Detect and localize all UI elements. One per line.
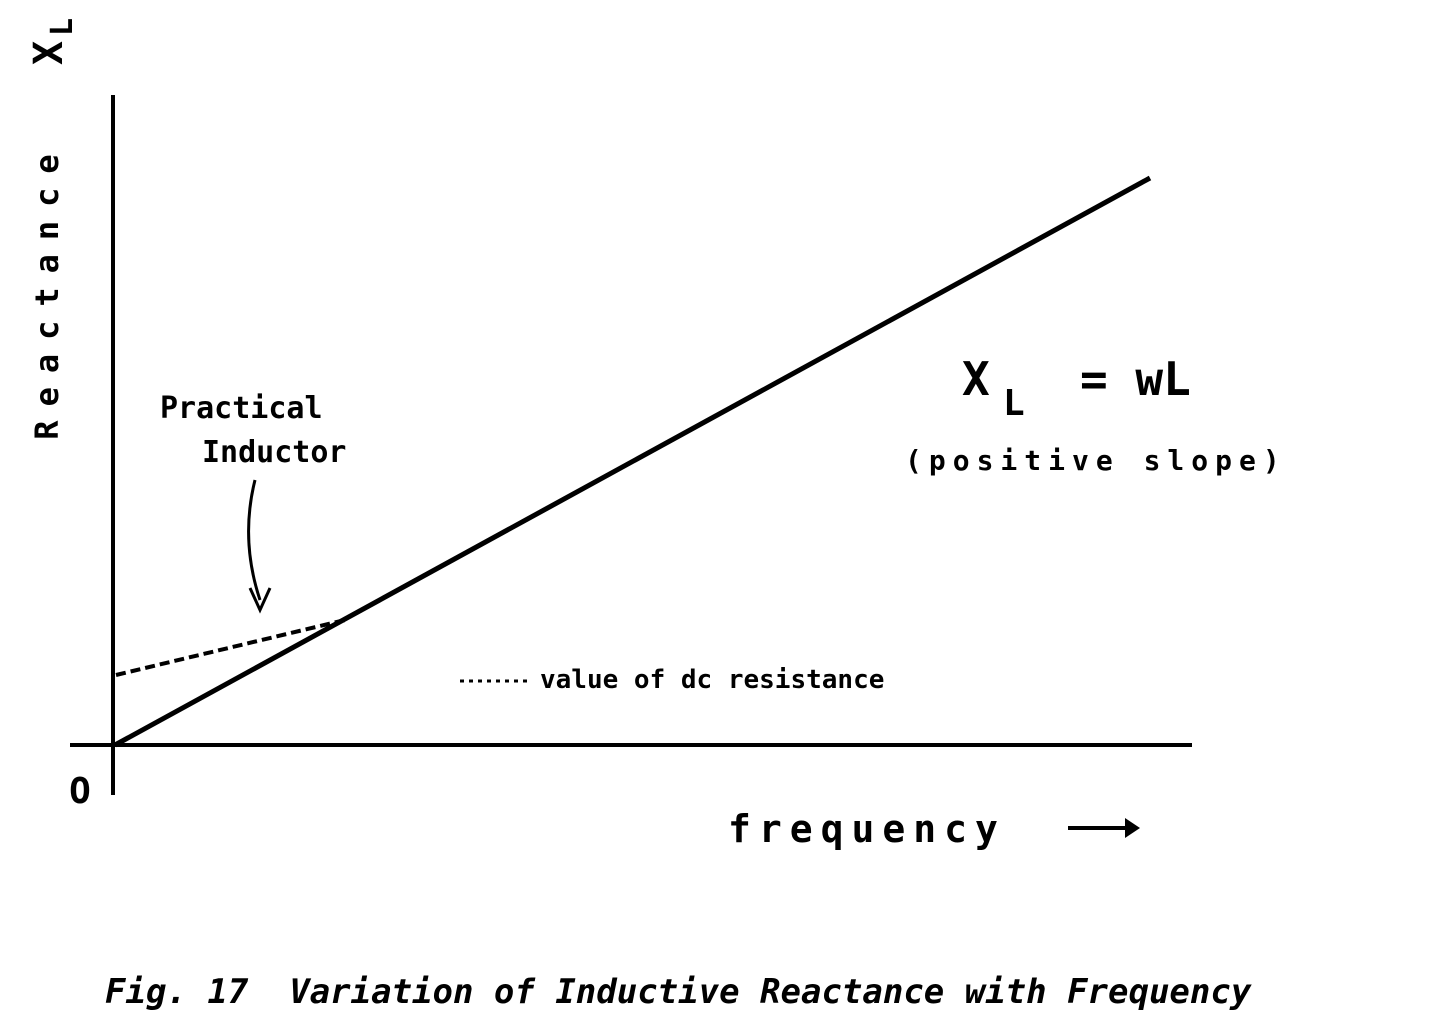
formula-symbol: X	[962, 352, 990, 406]
y-axis-label: Reactance	[28, 140, 66, 439]
y-axis-subscript: L	[45, 18, 80, 36]
formula-subscript: L	[1003, 383, 1025, 424]
formula-rhs: = wL	[1080, 352, 1191, 406]
annotation: value of dc resistance	[540, 665, 884, 695]
y-axis-symbol: X	[26, 41, 72, 65]
practical-line	[115, 618, 346, 677]
x-arrowhead	[1125, 818, 1140, 838]
pointer-arrowhead	[248, 587, 272, 614]
formula-note: (positive slope)	[905, 444, 1287, 477]
caption: Fig. 17 Variation of Inductive Reactance…	[105, 972, 1252, 1012]
annotation: Practical	[160, 391, 323, 426]
pointer-arrow	[247, 479, 262, 601]
origin-label: O	[69, 771, 91, 812]
ideal-reactance-line	[113, 175, 1152, 748]
annotation: Inductor	[202, 435, 347, 470]
x-axis-label: frequency	[728, 807, 1006, 851]
